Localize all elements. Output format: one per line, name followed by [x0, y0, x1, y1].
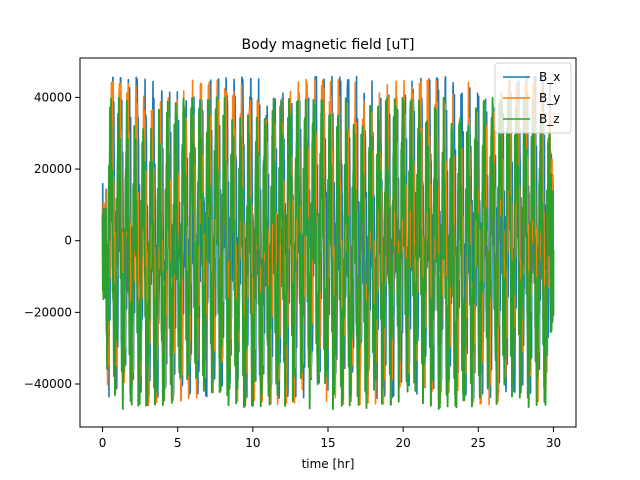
legend-label-b-z: B_z [539, 112, 560, 126]
x-tick-label: 5 [174, 436, 182, 450]
legend-box [494, 62, 572, 134]
chart-title: Body magnetic field [uT] [242, 37, 415, 53]
x-tick-label: 25 [471, 436, 486, 450]
x-tick-label: 10 [245, 436, 260, 450]
legend: B_x B_y B_z [494, 62, 572, 134]
x-axis-title: time [hr] [302, 457, 355, 471]
x-tick-label: 15 [320, 436, 335, 450]
legend-label-b-y: B_y [539, 91, 560, 105]
y-tick-label: 40000 [34, 90, 72, 104]
legend-label-b-x: B_x [539, 70, 560, 84]
x-tick-label: 30 [546, 436, 561, 450]
series-layer [101, 75, 555, 410]
y-tick-label: −20000 [24, 305, 72, 319]
y-tick-label: −40000 [24, 377, 72, 391]
x-tick-label: 0 [99, 436, 107, 450]
series-line-b-z [101, 96, 555, 410]
y-tick-label: 20000 [34, 162, 72, 176]
x-tick-label: 20 [396, 436, 411, 450]
axes-layer: 0 5 10 15 20 25 30 −40000 −20000 0 20000 40000 [24, 57, 577, 450]
y-tick-label: 0 [64, 234, 72, 248]
